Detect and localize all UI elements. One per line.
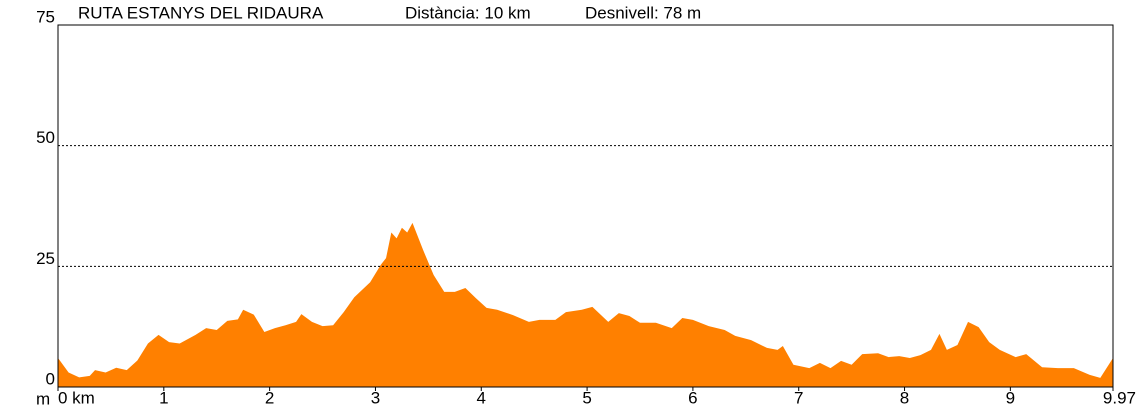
plot-frame [57,24,1114,388]
distance: Distància: 10 km [405,3,531,22]
x-tick-label: 9.97 [1103,388,1136,407]
x-tick-label: 0 km [58,388,95,407]
chart-title: RUTA ESTANYS DEL RIDAURA [78,3,324,22]
y-axis-label: m [36,389,50,407]
x-tick-label: 2 [265,388,274,407]
x-tick-label: 5 [582,388,591,407]
x-tick-label: 3 [371,388,380,407]
x-tick-label: 1 [159,388,168,407]
elevation-gain: Desnivell: 78 m [585,3,701,22]
y-tick-label: 75 [36,7,55,26]
x-tick-label: 9 [1006,388,1015,407]
y-tick-label: 25 [36,249,55,268]
x-tick-label: 4 [477,388,486,407]
y-tick-label: 0 [46,369,55,388]
x-tick-label: 8 [900,388,909,407]
x-tick-label: 7 [794,388,803,407]
x-tick-label: 6 [688,388,697,407]
y-tick-label: 50 [36,128,55,147]
elevation-area [58,222,1113,387]
